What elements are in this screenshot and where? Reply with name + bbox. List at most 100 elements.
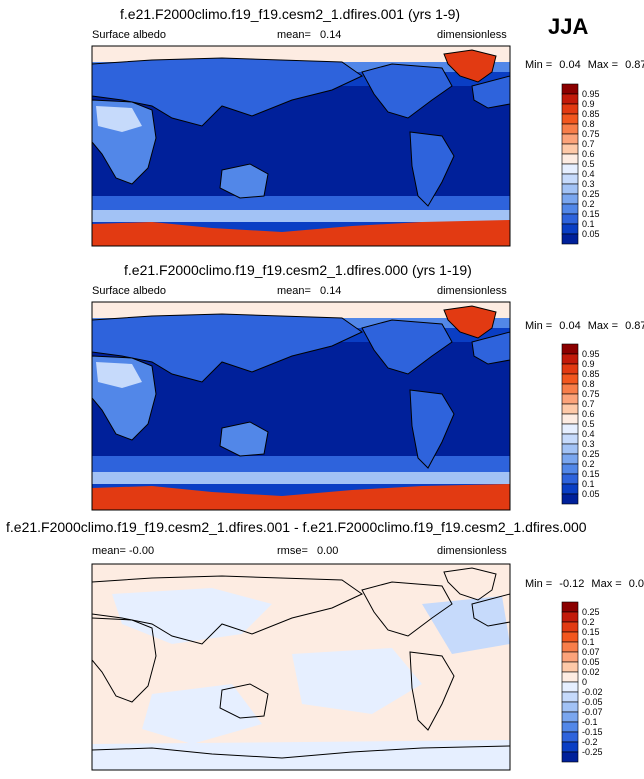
panel3-rmse-value: 0.00: [316, 545, 339, 557]
colorbar-cell: [561, 651, 579, 663]
colorbar-tick-label: 0.85: [582, 109, 600, 119]
panel3-mean-label: mean= -0.00: [92, 545, 155, 557]
panel3-max-value: 0.06: [628, 578, 644, 590]
colorbar-cell: [561, 681, 579, 693]
panel1-title: f.e21.F2000climo.f19_f19.cesm2_1.dfires.…: [120, 6, 461, 22]
panel2-south-america: [409, 389, 455, 469]
colorbar-cell: [561, 453, 579, 465]
panel3-north-america: [361, 581, 453, 637]
colorbar-tick-label: 0.25: [582, 189, 600, 199]
colorbar-tick-label: -0.05: [582, 697, 603, 707]
panel3-max-label: Max =: [591, 578, 622, 590]
colorbar-cell: [561, 183, 579, 195]
colorbar-tick-label: 0.75: [582, 129, 600, 139]
colorbar-tick-label: 0.3: [582, 439, 595, 449]
panel2-map: [91, 301, 511, 511]
colorbar-cell: [561, 373, 579, 385]
panel3-title: f.e21.F2000climo.f19_f19.cesm2_1.dfires.…: [6, 519, 587, 535]
panel2-max-label: Max =: [587, 320, 619, 332]
colorbar-cell: [561, 93, 579, 105]
colorbar-tick-label: 0.85: [582, 369, 600, 379]
panel2-min-value: 0.04: [559, 320, 581, 332]
colorbar-tick-label: -0.15: [582, 727, 603, 737]
colorbar-cell: [561, 731, 579, 743]
panel1-variable-label: Surface albedo: [92, 29, 166, 41]
colorbar-cell: [561, 193, 579, 205]
colorbar-cell: [561, 343, 579, 355]
panel1-units-label: dimensionless: [437, 29, 507, 41]
colorbar-tick-label: 0.05: [582, 489, 600, 499]
colorbar-cell: [561, 393, 579, 405]
colorbar-tick-label: 0.1: [582, 479, 595, 489]
colorbar-cell: [561, 113, 579, 125]
panel3-min-label: Min =: [525, 578, 553, 590]
colorbar-cell: [561, 463, 579, 475]
panel2-mean-value: 0.14: [320, 285, 342, 297]
panel2-antarctica: [92, 484, 510, 510]
panel2-mean-label: mean= 0.14: [277, 285, 341, 297]
panel2-min-max: Min = 0.04 Max = 0.87: [525, 320, 644, 332]
season-label: JJA: [548, 14, 589, 39]
colorbar-tick-label: 0.05: [582, 657, 600, 667]
colorbar-tick-label: 0.6: [582, 149, 595, 159]
panel1-mean-name: mean=: [277, 29, 311, 41]
panel2-colorbar: 0.950.90.850.80.750.70.60.50.40.30.250.2…: [561, 343, 600, 505]
colorbar-tick-label: 0.25: [582, 607, 600, 617]
colorbar-tick-label: 0.25: [582, 449, 600, 459]
panel3-neg-patch-4: [422, 596, 510, 654]
panel1-min-value: 0.04: [559, 59, 581, 71]
panel3-map: [91, 563, 511, 771]
colorbar-cell: [561, 701, 579, 713]
colorbar-cell: [561, 433, 579, 445]
colorbar-cell: [561, 741, 579, 753]
colorbar-tick-label: -0.25: [582, 747, 603, 757]
colorbar-tick-label: 0.05: [582, 229, 600, 239]
colorbar-cell: [561, 473, 579, 485]
panel3-colorbar-cells: 0.250.20.150.10.070.050.020-0.02-0.05-0.…: [561, 601, 603, 763]
colorbar-cell: [561, 223, 579, 235]
colorbar-cell: [561, 163, 579, 175]
colorbar-cell: [561, 611, 579, 623]
colorbar-tick-label: 0.8: [582, 119, 595, 129]
panel3-africa: [92, 617, 157, 703]
panel3-min-max: Min = -0.12 Max = 0.06: [525, 578, 644, 590]
colorbar-cell: [561, 671, 579, 683]
colorbar-tick-label: -0.07: [582, 707, 603, 717]
panel3-neg-patch-3: [142, 684, 262, 744]
colorbar-tick-label: 0.2: [582, 617, 595, 627]
colorbar-tick-label: -0.2: [582, 737, 598, 747]
panel2-north-america: [361, 319, 453, 375]
panel3-australia: [219, 683, 269, 719]
colorbar-cell: [561, 353, 579, 365]
colorbar-cell: [561, 751, 579, 763]
colorbar-cell: [561, 601, 579, 613]
panel2-title: f.e21.F2000climo.f19_f19.cesm2_1.dfires.…: [124, 262, 472, 278]
colorbar-tick-label: 0.4: [582, 169, 595, 179]
colorbar-tick-label: 0.15: [582, 209, 600, 219]
panel3-europe: [471, 593, 510, 627]
panel1-north-america: [361, 63, 453, 119]
colorbar-cell: [561, 383, 579, 395]
colorbar-cell: [561, 631, 579, 643]
panel1-australia: [219, 163, 269, 199]
panel1-antarctica: [92, 220, 510, 246]
panel2-min-label: Min =: [525, 320, 553, 332]
colorbar-tick-label: 0.7: [582, 399, 595, 409]
panel3-eurasia: [92, 575, 363, 645]
colorbar-cell: [561, 153, 579, 165]
panel2-greenland: [443, 305, 497, 339]
colorbar-tick-label: 0.1: [582, 637, 595, 647]
colorbar-cell: [561, 403, 579, 415]
panel3-antarctica: [92, 745, 510, 759]
colorbar-tick-label: 0.9: [582, 99, 595, 109]
panel1-mean-value: 0.14: [320, 29, 342, 41]
panel2-australia: [219, 421, 269, 457]
panel3-min-value: -0.12: [559, 578, 585, 590]
colorbar-cell: [561, 123, 579, 135]
panel3-greenland: [443, 567, 497, 601]
colorbar-tick-label: 0.02: [582, 667, 600, 677]
colorbar-cell: [561, 721, 579, 733]
colorbar-cell: [561, 173, 579, 185]
colorbar-tick-label: 0.95: [582, 349, 600, 359]
panel2-variable-label: Surface albedo: [92, 285, 166, 297]
